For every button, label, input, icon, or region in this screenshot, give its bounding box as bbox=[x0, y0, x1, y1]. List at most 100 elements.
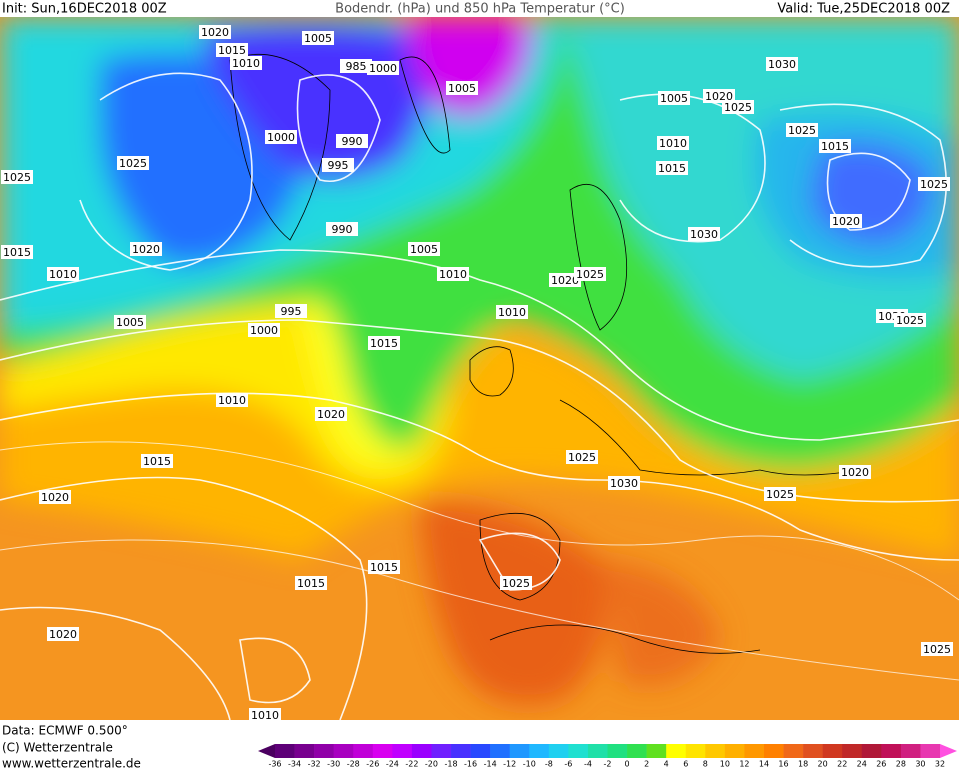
colorbar-label: 14 bbox=[759, 760, 769, 769]
colorbar-label: 28 bbox=[896, 760, 906, 769]
isobar-label: 1025 bbox=[119, 157, 147, 170]
isobar-label-box bbox=[130, 242, 162, 256]
isobar-label: 1020 bbox=[832, 215, 860, 228]
isobar-label-box bbox=[921, 642, 953, 656]
colorbar-label: -22 bbox=[405, 760, 418, 769]
isobar-label: 985 bbox=[346, 60, 367, 73]
colorbar: -36 -34 -32 -30 -28 -26 -24 -22 -20 -18 -16 -14 -12-… bbox=[258, 744, 957, 769]
isobar-label: 1025 bbox=[896, 314, 924, 327]
colorbar-swatch bbox=[724, 744, 745, 758]
isobar-label: 1020 bbox=[317, 408, 345, 421]
isobar-label: 1025 bbox=[923, 643, 951, 656]
isobar-label: 1000 bbox=[250, 324, 278, 337]
isobar-label-box bbox=[368, 336, 400, 350]
isobar-label: 1005 bbox=[448, 82, 476, 95]
isobar-label-box bbox=[230, 56, 262, 70]
isobar-label-box bbox=[657, 136, 689, 150]
colorbar-swatch bbox=[568, 744, 589, 758]
colorbar-swatch bbox=[627, 744, 647, 758]
colorbar-label: 2 bbox=[644, 760, 649, 769]
isobar-label: 1005 bbox=[660, 92, 688, 105]
colorbar-label: -8 bbox=[545, 760, 553, 769]
isobar-label-box bbox=[302, 31, 334, 45]
colorbar-label: -26 bbox=[366, 760, 379, 769]
colorbar-swatch bbox=[920, 744, 941, 758]
colorbar-label: -18 bbox=[444, 760, 457, 769]
colorbar-swatch bbox=[763, 744, 784, 758]
colorbar-label: 12 bbox=[739, 760, 749, 769]
colorbar-swatch bbox=[646, 744, 667, 758]
isobar-label-box bbox=[248, 323, 280, 337]
data-source: Data: ECMWF 0.500° bbox=[2, 724, 128, 738]
isobar-label-box bbox=[141, 454, 173, 468]
colorbar-swatch bbox=[451, 744, 471, 758]
isobar-label-box bbox=[608, 476, 640, 490]
isobar-label: 1020 bbox=[551, 274, 579, 287]
isobar-label: 1015 bbox=[658, 162, 686, 175]
isobar-label: 1010 bbox=[659, 137, 687, 150]
isobar-label: 1015 bbox=[370, 561, 398, 574]
isobar-label-box bbox=[656, 161, 688, 175]
isobar-label-box bbox=[549, 273, 581, 287]
isobar-label: 995 bbox=[328, 159, 349, 172]
isobar-label-box bbox=[839, 465, 871, 479]
colorbar-swatch bbox=[587, 744, 608, 758]
colorbar-label: 32 bbox=[935, 760, 945, 769]
isobar-label-box bbox=[437, 267, 469, 281]
isobar-label-box bbox=[216, 393, 248, 407]
isobar-label-box bbox=[367, 61, 399, 75]
colorbar-swatch bbox=[353, 744, 374, 758]
colorbar-swatch bbox=[803, 744, 823, 758]
colorbar-label: -24 bbox=[386, 760, 399, 769]
colorbar-label: -20 bbox=[425, 760, 438, 769]
isobar-label-box bbox=[830, 214, 862, 228]
colorbar-label: -12 bbox=[503, 760, 516, 769]
isobar-label: 1020 bbox=[201, 26, 229, 39]
isobar-label-box bbox=[249, 708, 281, 720]
isobar-label-box bbox=[265, 130, 297, 144]
colorbar-label: -36 bbox=[268, 760, 281, 769]
isobar-label-box bbox=[47, 627, 79, 641]
isobar-label-box bbox=[199, 25, 231, 39]
isobar-label-box bbox=[368, 560, 400, 574]
isobar-label-box bbox=[574, 267, 606, 281]
colorbar-swatch bbox=[900, 744, 921, 758]
isobar-label-box bbox=[1, 245, 33, 259]
isobar-label: 1010 bbox=[498, 306, 526, 319]
colorbar-swatch bbox=[783, 744, 804, 758]
isobar-label: 1030 bbox=[690, 228, 718, 241]
isobar-label-box bbox=[819, 139, 851, 153]
colorbar-label: 10 bbox=[720, 760, 730, 769]
colorbar-label: 20 bbox=[818, 760, 828, 769]
colorbar-swatch bbox=[705, 744, 726, 758]
isobar-label-box bbox=[688, 227, 720, 241]
colorbar-arrow bbox=[940, 744, 957, 758]
isobar-label: 1025 bbox=[576, 268, 604, 281]
isobar-label: 1010 bbox=[218, 394, 246, 407]
colorbar-swatch bbox=[842, 744, 863, 758]
colorbar-swatch bbox=[392, 744, 413, 758]
copyright: (C) Wetterzentrale bbox=[2, 741, 113, 755]
isobar-label: 990 bbox=[332, 223, 353, 236]
isobar-label: 1025 bbox=[920, 178, 948, 191]
colorbar-label: 18 bbox=[798, 760, 808, 769]
colorbar-label: 6 bbox=[683, 760, 688, 769]
colorbar-label: -10 bbox=[523, 760, 536, 769]
isobar-label: 1020 bbox=[841, 466, 869, 479]
isobar-label: 1010 bbox=[439, 268, 467, 281]
isobar-label: 1025 bbox=[766, 488, 794, 501]
colorbar-label: -2 bbox=[604, 760, 612, 769]
isobar-label: 990 bbox=[342, 135, 363, 148]
colorbar-swatch bbox=[666, 744, 687, 758]
colorbar-label: 4 bbox=[664, 760, 669, 769]
isobar-label-box bbox=[766, 57, 798, 71]
isobar-label-box bbox=[39, 490, 71, 504]
isobar-label: 1030 bbox=[768, 58, 796, 71]
colorbar-swatch bbox=[470, 744, 491, 758]
colorbar-label: -4 bbox=[584, 760, 592, 769]
colorbar-swatch bbox=[548, 744, 569, 758]
isobar-label-box bbox=[786, 123, 818, 137]
colorbar-swatch bbox=[509, 744, 530, 758]
